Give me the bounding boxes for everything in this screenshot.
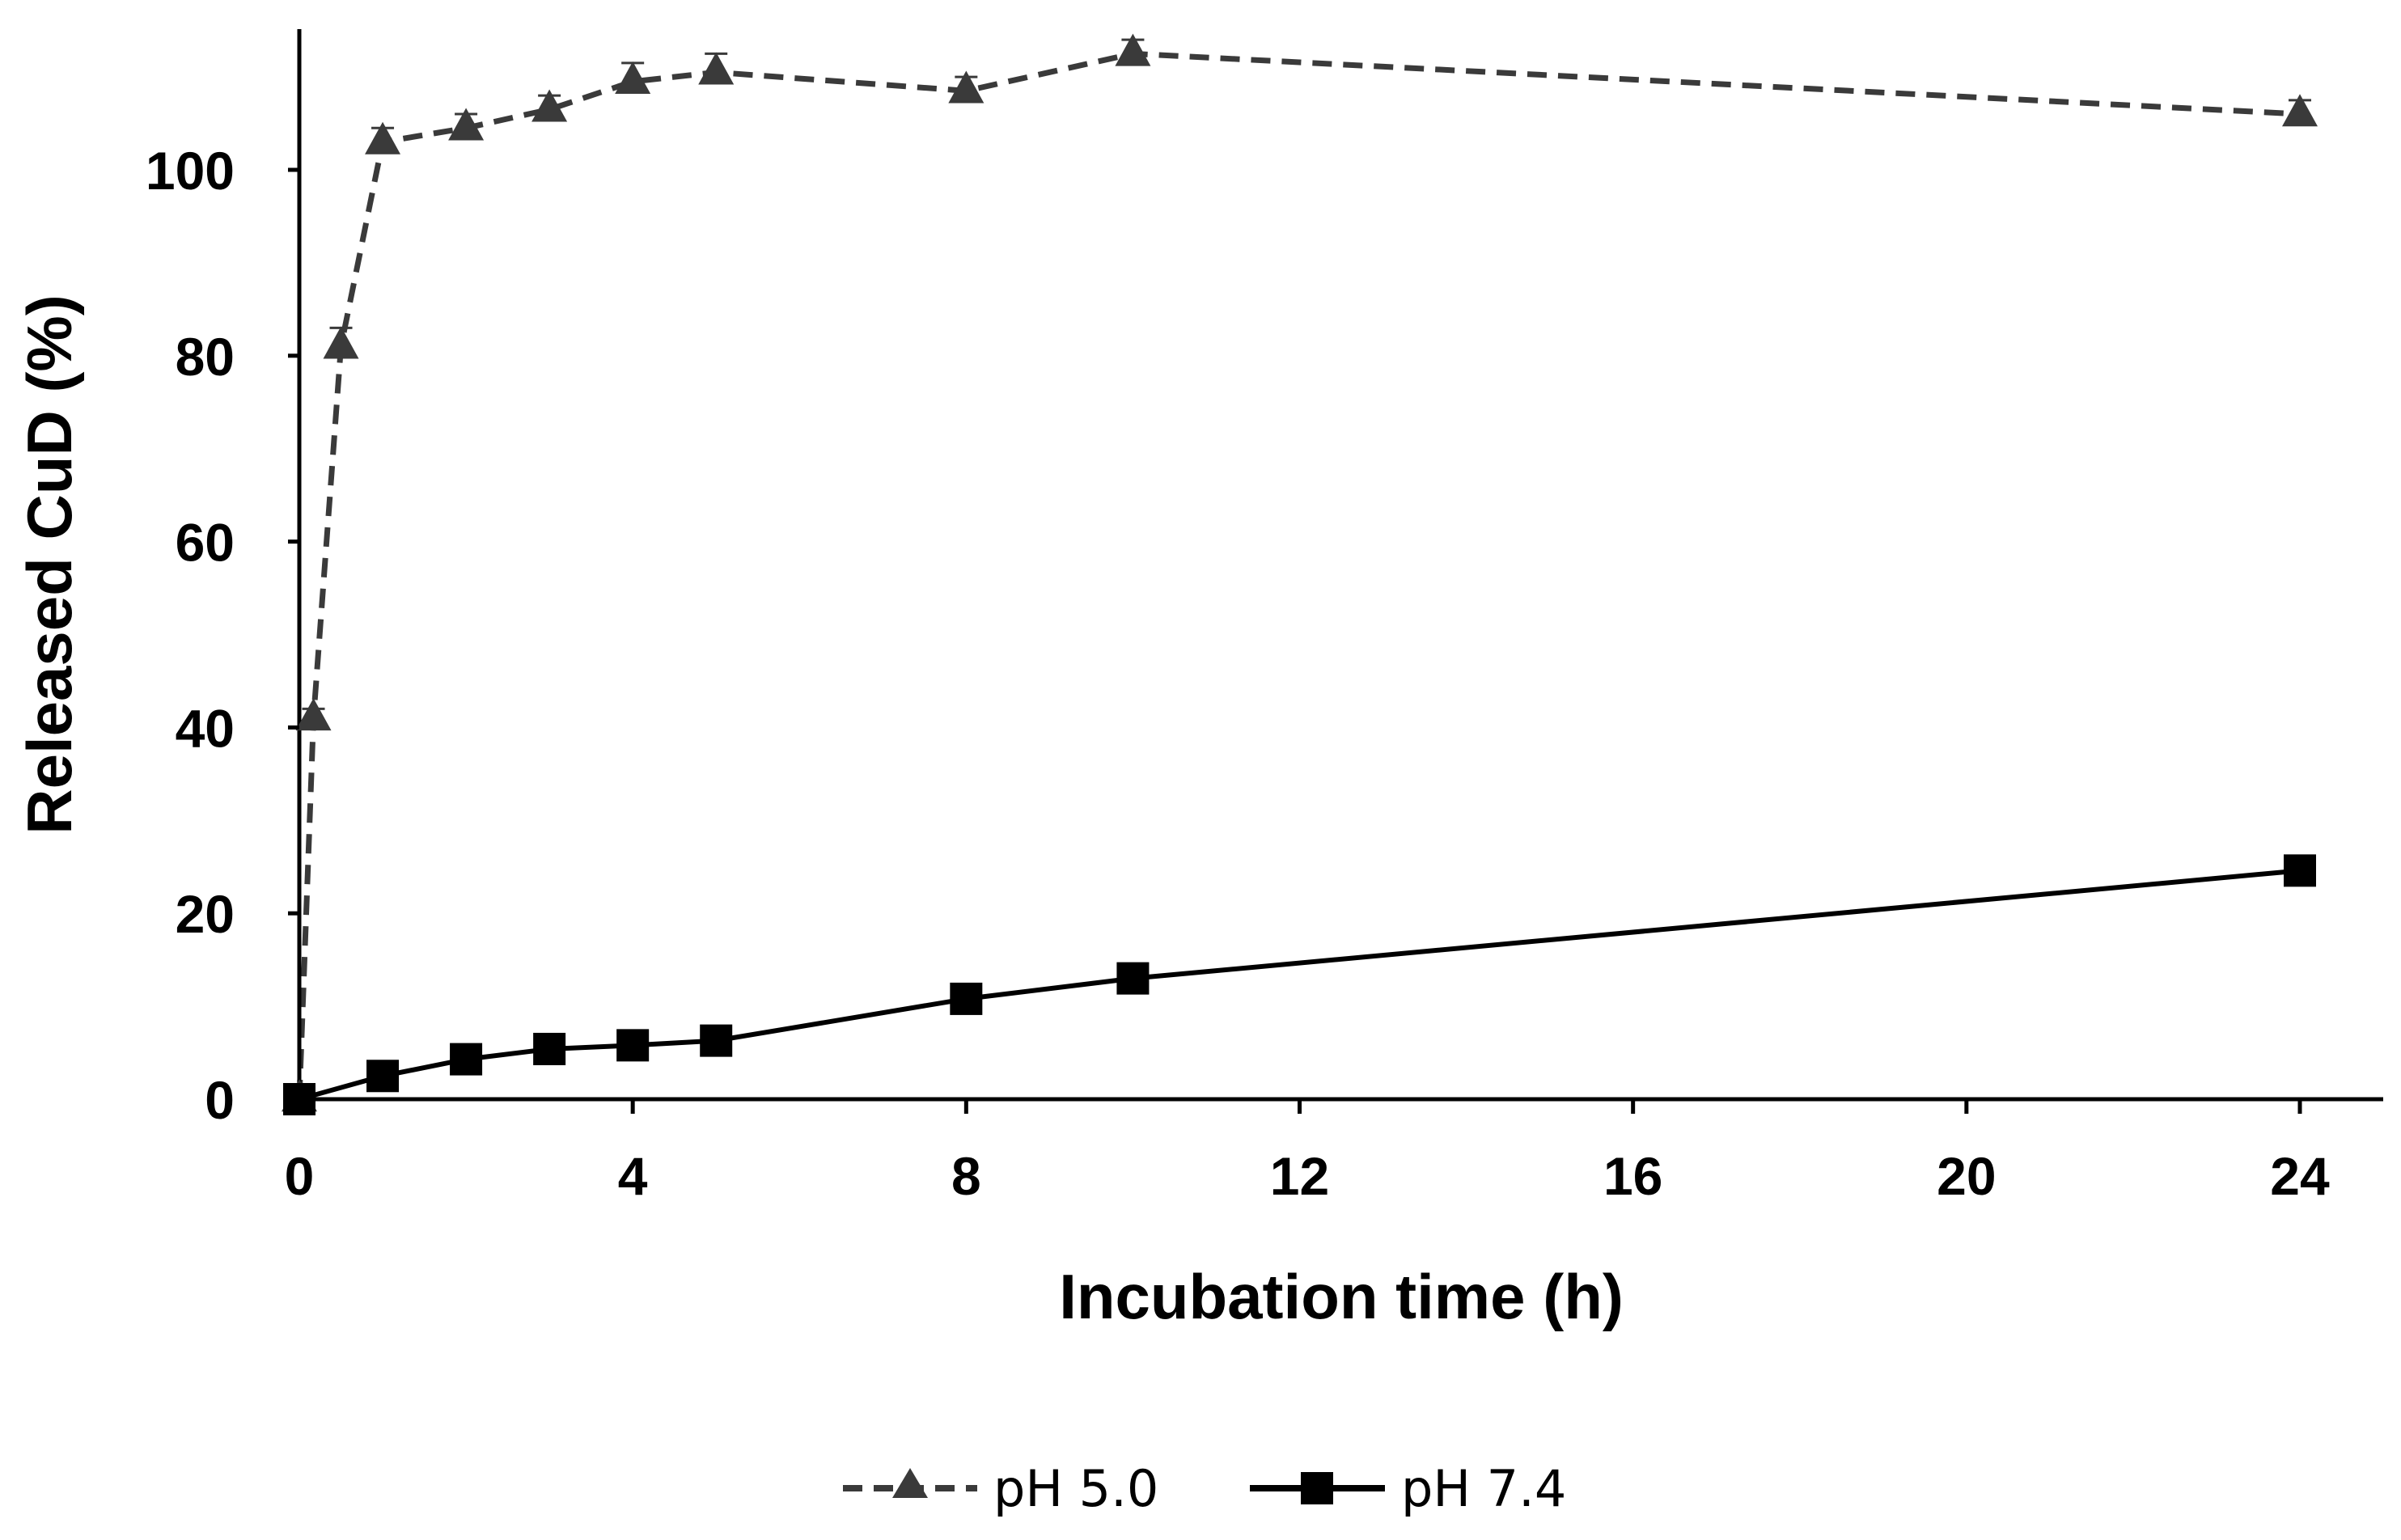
- data-point-ph-5-0: [2282, 94, 2318, 127]
- ticks-layer: 0 4 8 12 16 20 24 0 20 40 60 80 100: [146, 141, 2330, 1206]
- x-axis-title: Incubation time (h): [1059, 1261, 1624, 1332]
- y-axis-title: Released CuD (%): [14, 294, 85, 835]
- series-layer: [296, 50, 2301, 1102]
- x-tick-label: 8: [951, 1146, 981, 1206]
- data-point-ph-5-0: [365, 121, 401, 154]
- data-point-ph-7-4: [950, 982, 983, 1015]
- data-point-ph-7-4: [450, 1043, 483, 1076]
- data-point-ph-5-0: [448, 108, 485, 141]
- data-point-ph-5-0: [615, 61, 651, 95]
- data-point-ph-7-4: [533, 1032, 566, 1065]
- series-line-ph-7-4: [299, 868, 2301, 1102]
- y-tick-label: 60: [176, 513, 235, 573]
- x-tick-label: 12: [1270, 1146, 1329, 1206]
- data-point-ph-5-0: [323, 326, 359, 359]
- x-tick-label: 0: [285, 1146, 315, 1206]
- y-tick-label: 40: [176, 698, 235, 758]
- data-point-ph-5-0: [698, 52, 735, 85]
- data-point-ph-7-4: [2284, 854, 2316, 887]
- data-point-ph-5-0: [295, 698, 332, 731]
- y-tick-label: 100: [146, 141, 235, 201]
- legend-label-ph5: pH 5.0: [993, 1459, 1158, 1518]
- x-tick-label: 20: [1937, 1146, 1996, 1206]
- x-tick-label: 24: [2270, 1146, 2330, 1206]
- legend-marker-ph5: [892, 1468, 928, 1498]
- legend-marker-ph74: [1301, 1472, 1333, 1504]
- data-point-ph-7-4: [366, 1060, 400, 1093]
- x-tick-label: 4: [618, 1146, 648, 1206]
- series-line-ph-5-0: [296, 50, 2301, 1100]
- axes-layer: [290, 29, 2383, 1102]
- data-point-ph-7-4: [1116, 962, 1150, 995]
- legend: pH 5.0 pH 7.4: [843, 1459, 1566, 1518]
- data-point-ph-5-0: [948, 70, 985, 104]
- data-point-ph-7-4: [616, 1029, 650, 1062]
- y-tick-label: 80: [176, 327, 235, 387]
- data-point-ph-7-4: [700, 1024, 733, 1057]
- legend-label-ph74: pH 7.4: [1401, 1459, 1566, 1518]
- x-tick-label: 16: [1603, 1146, 1662, 1206]
- data-point-ph-5-0: [1115, 33, 1151, 66]
- y-tick-label: 0: [205, 1070, 235, 1130]
- marks-layer: [282, 33, 2318, 1115]
- y-tick-label: 20: [176, 884, 235, 944]
- data-point-ph-5-0: [531, 89, 568, 122]
